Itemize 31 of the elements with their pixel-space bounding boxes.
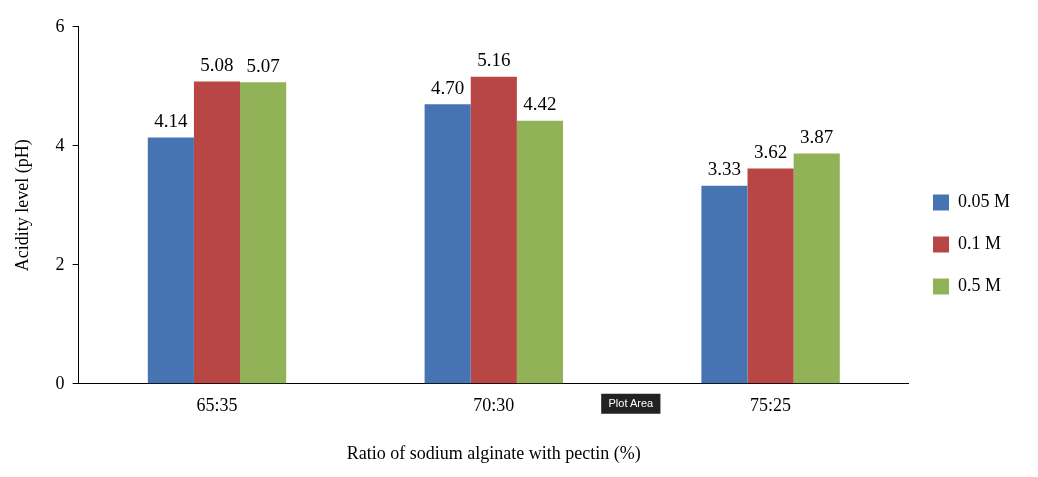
x-tick-label: 65:35 — [196, 395, 238, 416]
bar — [516, 120, 563, 384]
bar — [424, 104, 471, 384]
legend-label: 0.5 M — [958, 275, 1002, 296]
data-label: 3.87 — [800, 126, 834, 148]
y-tick-label: 6 — [55, 15, 65, 36]
bar — [147, 137, 194, 384]
legend-label: 0.1 M — [958, 233, 1002, 254]
data-label: 4.42 — [523, 93, 557, 115]
bar — [240, 82, 287, 384]
x-axis-title: Ratio of sodium alginate with pectin (%) — [346, 442, 641, 464]
y-axis-title: Acidity level (pH) — [11, 139, 33, 272]
bar — [701, 185, 748, 384]
x-tick-label: 70:30 — [473, 395, 515, 416]
bar — [747, 168, 794, 384]
y-tick-label: 4 — [55, 134, 65, 155]
data-label: 4.70 — [431, 76, 465, 98]
x-tick-label: 75:25 — [750, 395, 792, 416]
data-label: 4.14 — [154, 109, 188, 131]
data-label: 5.08 — [200, 54, 234, 76]
y-tick-label: 2 — [55, 253, 65, 274]
y-tick-label: 0 — [55, 372, 65, 393]
bar — [793, 153, 840, 384]
data-label: 3.62 — [753, 140, 788, 162]
text: Plot Area — [608, 396, 655, 409]
data-label: 5.16 — [477, 49, 511, 71]
legend-label: 0.05 M — [958, 191, 1011, 212]
bar — [193, 81, 241, 384]
data-label: 5.07 — [246, 54, 280, 76]
data-label: 3.33 — [707, 158, 742, 180]
bar — [470, 76, 517, 384]
